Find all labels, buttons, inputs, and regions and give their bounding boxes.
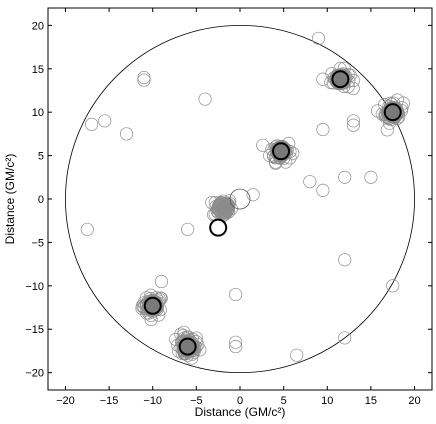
x-tick-label: −20 (56, 395, 75, 407)
scatter-point (215, 196, 229, 210)
scatter-point (137, 73, 151, 87)
y-axis-label: Distance (GM/c²) (3, 154, 17, 245)
scatter-point (85, 117, 99, 131)
scatter-point (215, 201, 229, 215)
y-tick-label: −10 (25, 281, 44, 293)
scatter-point (229, 335, 243, 349)
highlighted-point (331, 70, 350, 89)
scatter-point (303, 175, 317, 189)
scatter-point (290, 348, 304, 362)
scatter-point (223, 194, 237, 208)
scatter-point (229, 287, 243, 302)
scatter-point (98, 114, 112, 128)
scatter-point (174, 327, 188, 341)
x-tick-label: 10 (321, 395, 333, 407)
y-tick-label: 5 (38, 151, 44, 163)
y-tick-label: −15 (25, 324, 44, 336)
plot-area (65, 24, 415, 374)
scatter-point (80, 222, 94, 236)
x-tick-label: −10 (143, 395, 162, 407)
scatter-point (316, 122, 330, 137)
x-tick-label: 0 (237, 395, 243, 407)
scatter-point (380, 123, 394, 137)
x-tick-label: −15 (100, 395, 119, 407)
y-tick-label: −5 (31, 237, 44, 249)
y-tick-label: −20 (25, 368, 44, 380)
highlighted-point (383, 103, 402, 122)
y-tick-label: 15 (32, 64, 44, 76)
x-tick-label: 15 (365, 395, 377, 407)
y-tick-label: 20 (32, 20, 44, 32)
axis-ticks: −20 −15 −10 −5 0 5 10 15 20 −20 −15 −10 −5 0 5 10 15 20 (25, 8, 432, 407)
highlighted-open-point (209, 218, 228, 237)
scatter-point (181, 222, 195, 236)
scatter-point (256, 138, 270, 152)
y-tick-label: 0 (38, 194, 44, 206)
scatter-point (316, 183, 330, 197)
scatter-point (137, 70, 151, 85)
large-open-circle (229, 188, 251, 210)
boundary-circle (65, 24, 415, 374)
scatter-point (338, 253, 352, 267)
scatter-point (386, 279, 400, 293)
x-tick-label: −5 (190, 395, 203, 407)
cluster-3 (205, 194, 238, 223)
scatter-point (119, 127, 134, 141)
scatter-point (154, 274, 169, 289)
scatter-point (221, 199, 235, 213)
x-axis-label: Distance (GM/c²) (195, 405, 286, 419)
highlighted-point (178, 337, 197, 356)
scatter-point (311, 31, 326, 45)
highlighted-point (143, 296, 162, 315)
x-tick-label: 20 (408, 395, 420, 407)
x-tick-label: 5 (281, 395, 287, 407)
scatter-point (338, 170, 352, 184)
highlighted-point (272, 142, 291, 161)
scatter-point (229, 340, 243, 354)
scatter-point (338, 331, 352, 345)
scatter-point (216, 206, 230, 220)
scatter-point (198, 92, 212, 106)
scatter-point (316, 72, 330, 86)
scatter-point (246, 188, 260, 202)
scatter-point (218, 205, 232, 219)
scatter-point (346, 118, 361, 132)
scatter-point (364, 170, 378, 184)
scatter-point (346, 114, 361, 128)
scatter-point (219, 206, 233, 220)
y-tick-label: 10 (32, 107, 44, 119)
